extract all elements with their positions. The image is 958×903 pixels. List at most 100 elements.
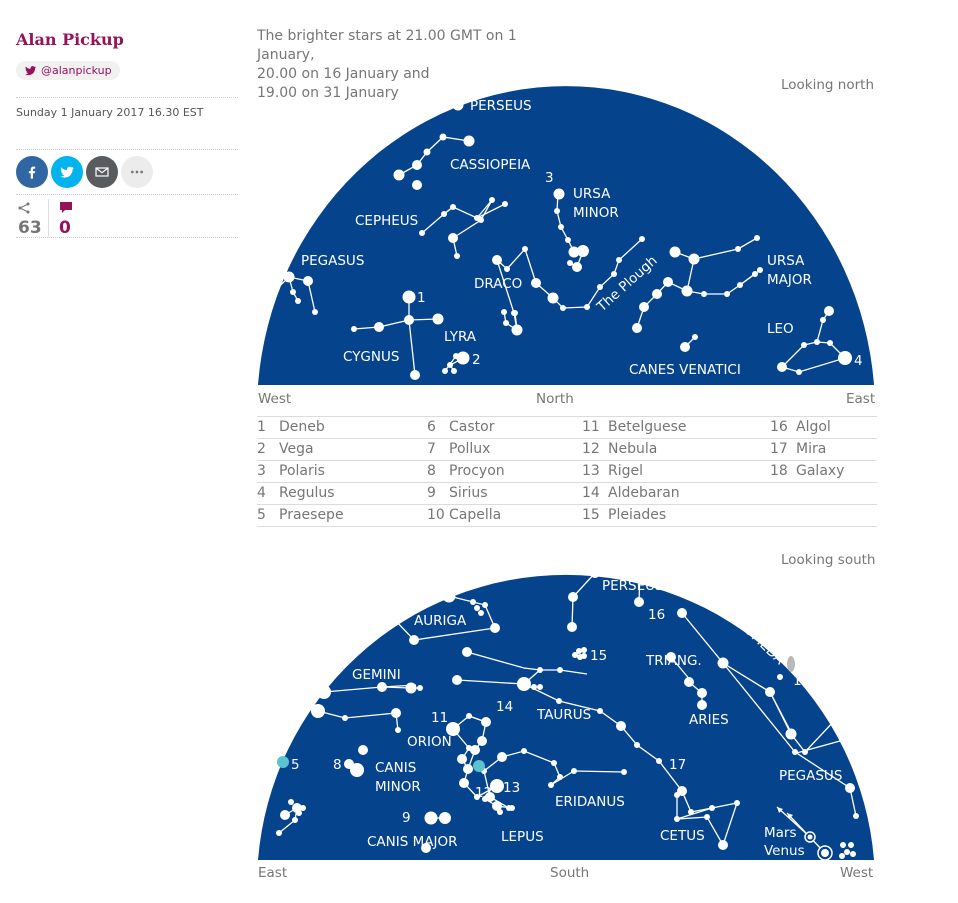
north-star: [489, 197, 495, 203]
legend-star-name: Procyon: [449, 463, 505, 479]
south-star: [568, 592, 578, 602]
legend-star-name: Polaris: [279, 463, 325, 479]
legend-star-name: Regulus: [279, 485, 335, 501]
north-star: [572, 262, 582, 272]
label-ursa-major-2: MAJOR: [767, 272, 812, 288]
south-star: [677, 786, 687, 796]
num-regulus: 4: [854, 353, 863, 369]
num-pleiades: 15: [590, 648, 607, 664]
south-star: [391, 708, 401, 718]
legend-number: 3: [257, 463, 266, 479]
divider: [16, 97, 238, 98]
legend-star-name: Galaxy: [796, 463, 845, 479]
south-star: [551, 760, 557, 766]
south-star: [556, 698, 562, 704]
north-star: [611, 271, 617, 277]
caption-line: 19.00 on 31 January: [257, 85, 399, 101]
north-star: [639, 302, 649, 312]
south-sky-chart: Looking south East South West: [257, 540, 877, 894]
caption-line: 20.00 on 16 January and: [257, 66, 430, 82]
comment-icon: [60, 202, 72, 213]
share-buttons: [16, 150, 238, 194]
legend-star-name: Praesepe: [279, 507, 344, 523]
email-share-button[interactable]: [86, 156, 118, 188]
label-triangulum: TRIANG.: [645, 653, 702, 669]
south-star: [424, 811, 438, 825]
north-dir-right: East: [846, 391, 875, 407]
andromeda-galaxy-icon: [787, 656, 795, 672]
comment-count-value: 0: [59, 218, 71, 238]
north-star: [754, 235, 760, 241]
south-star: [717, 657, 729, 669]
legend-cell: 8 Procyon: [427, 461, 582, 482]
north-star: [680, 342, 690, 352]
south-star: [477, 736, 487, 746]
legend-number: 18: [770, 463, 788, 479]
legend-star-name: Mira: [796, 441, 827, 457]
label-draco: DRACO: [474, 276, 522, 292]
north-star: [303, 276, 313, 286]
south-star: [850, 851, 856, 857]
south-star: [718, 840, 728, 850]
north-star: [351, 326, 357, 332]
south-star: [466, 713, 472, 719]
twitter-share-button[interactable]: [51, 156, 83, 188]
label-gemini: GEMINI: [352, 667, 401, 683]
south-star: [509, 805, 515, 811]
north-sky-chart: Looking north West North East: [257, 60, 877, 414]
legend-row: 1 Deneb 6 Castor 11 Betelguese 16 Algol: [257, 416, 877, 439]
legend-number: 4: [257, 485, 266, 501]
north-star: [814, 339, 820, 345]
south-star: [656, 758, 662, 764]
north-star: [701, 291, 707, 297]
engagement-counts: 63 0: [16, 195, 238, 238]
south-star: [537, 684, 543, 690]
legend-number: 13: [582, 463, 600, 479]
label-ursa-minor-1: URSA: [573, 186, 611, 202]
south-star: [616, 721, 626, 731]
legend-number: 15: [582, 507, 600, 523]
south-star: [492, 801, 502, 811]
label-cepheus: CEPHEUS: [355, 213, 418, 229]
south-star: [674, 816, 680, 822]
south-star: [421, 843, 431, 853]
south-star: [634, 742, 640, 748]
north-star: [450, 204, 456, 210]
more-share-button[interactable]: [121, 156, 153, 188]
legend-cell: 9 Sirius: [427, 483, 582, 504]
north-star: [777, 362, 787, 372]
south-star: [288, 799, 294, 805]
legend-cell: 2 Vega: [257, 439, 427, 460]
legend-cell: 15 Pleiades: [582, 505, 770, 526]
south-star: [463, 764, 473, 774]
star-legend: 1 Deneb 6 Castor 11 Betelguese 16 Algol 2 Vega 7 Po…: [257, 416, 877, 527]
legend-cell: 13 Rigel: [582, 461, 770, 482]
divider: [16, 237, 238, 238]
north-star: [441, 211, 447, 217]
north-star: [824, 306, 834, 316]
legend-cell: 1 Deneb: [257, 417, 427, 438]
legend-number: 17: [770, 441, 788, 457]
north-star: [639, 236, 645, 242]
author-name[interactable]: Alan Pickup: [16, 30, 124, 49]
south-star: [490, 779, 504, 793]
south-dir-centre: South: [550, 865, 589, 881]
south-star: [567, 622, 577, 632]
north-star: [402, 290, 416, 304]
comment-count[interactable]: 0: [48, 199, 89, 238]
twitter-handle-link[interactable]: @alanpickup: [16, 61, 120, 80]
legend-number: [770, 505, 796, 526]
south-star: [497, 752, 507, 762]
north-star: [584, 304, 590, 310]
num-deneb: 1: [417, 290, 426, 306]
north-star: [632, 323, 642, 333]
south-star: [704, 814, 710, 820]
label-canis-major: CANIS MAJOR: [367, 834, 457, 850]
south-star: [296, 810, 302, 816]
legend-cell: 18 Galaxy: [770, 461, 877, 482]
num-sirius: 9: [402, 810, 411, 826]
planet-motion-arrow-icon: [787, 813, 793, 819]
south-star: [388, 613, 398, 623]
facebook-share-button[interactable]: [16, 156, 48, 188]
north-star: [688, 253, 700, 265]
